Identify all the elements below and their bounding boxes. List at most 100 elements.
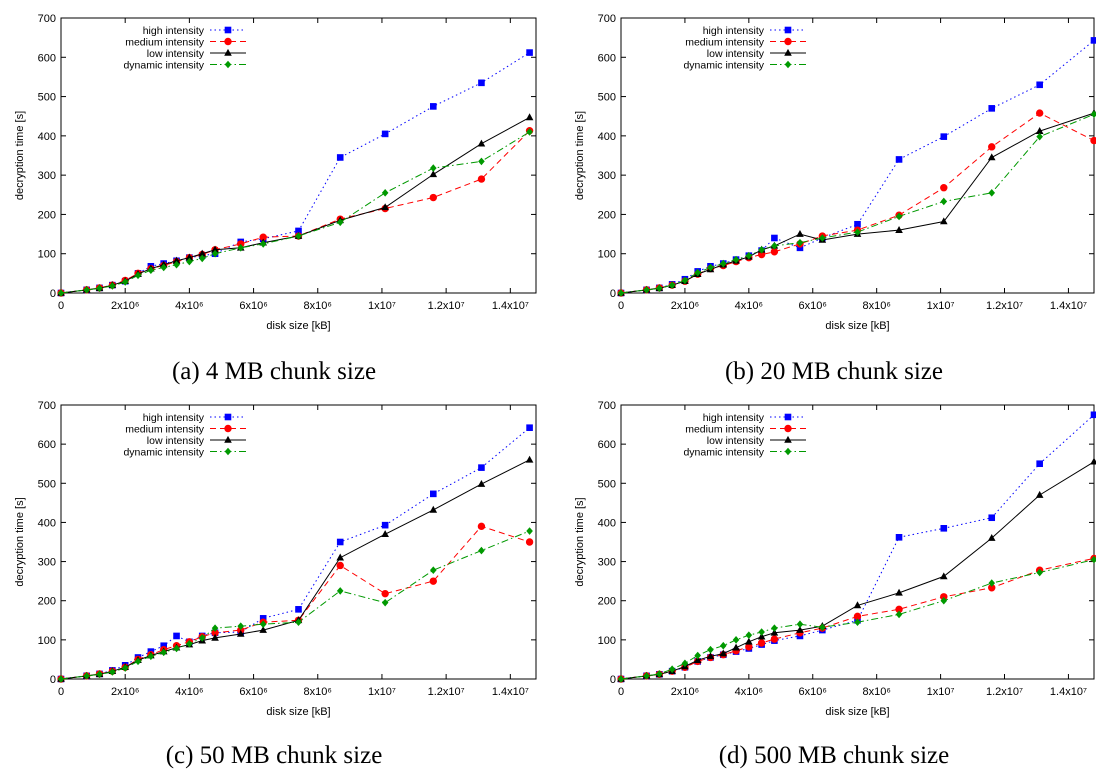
y-tick-label: 500 xyxy=(38,478,56,490)
caption-a: (a) 4 MB chunk size xyxy=(171,358,377,385)
series-line xyxy=(60,525,530,680)
y-tick-label: 100 xyxy=(38,249,56,261)
data-point xyxy=(757,250,766,259)
x-tick-label: 2x10⁶ xyxy=(111,686,139,698)
legend-label: dynamic intensity xyxy=(123,60,204,72)
x-tick-label: 1.4x10⁷ xyxy=(492,686,529,698)
data-point xyxy=(707,645,714,654)
y-tick-label: 100 xyxy=(38,635,56,647)
y-tick-label: 600 xyxy=(598,439,616,451)
data-point xyxy=(336,561,344,570)
series-dynamic xyxy=(617,110,1096,297)
data-point xyxy=(381,130,389,138)
x-tick-label: 1.2x10⁷ xyxy=(986,300,1023,312)
y-tick-label: 400 xyxy=(38,131,56,143)
data-point xyxy=(186,257,193,266)
data-point xyxy=(745,643,753,651)
series-low xyxy=(617,108,1096,296)
data-point xyxy=(198,634,206,642)
data-point xyxy=(429,505,438,513)
legend-label: dynamic intensity xyxy=(683,60,764,72)
data-point xyxy=(336,587,344,595)
data-point xyxy=(478,79,485,87)
x-tick-label: 1.4x10⁷ xyxy=(1050,300,1087,312)
series-medium xyxy=(617,109,1096,297)
data-point xyxy=(707,263,714,272)
data-point xyxy=(173,644,180,653)
data-point xyxy=(656,670,663,678)
series-low xyxy=(57,455,534,682)
data-point xyxy=(295,618,302,627)
data-point xyxy=(719,259,727,268)
series-medium xyxy=(57,127,534,297)
data-point xyxy=(134,271,142,280)
y-tick-label: 500 xyxy=(38,92,56,104)
x-tick-label: 4x10⁶ xyxy=(175,686,203,698)
data-point xyxy=(643,286,650,294)
series-medium xyxy=(617,554,1096,683)
x-tick-label: 4x10⁶ xyxy=(735,686,763,698)
data-point xyxy=(745,251,753,260)
series-dynamic xyxy=(57,527,533,683)
data-point xyxy=(1036,568,1043,577)
plot-frame xyxy=(60,17,537,294)
data-point xyxy=(173,260,180,269)
x-tick-label: 6x10⁶ xyxy=(239,300,267,312)
data-point xyxy=(757,639,766,647)
legend-label: high intensity xyxy=(703,412,765,424)
data-point xyxy=(770,635,779,643)
legend-label: dynamic intensity xyxy=(683,447,764,459)
data-point xyxy=(186,639,193,648)
data-point xyxy=(940,525,948,532)
data-point xyxy=(160,642,168,650)
x-tick-label: 1.2x10⁷ xyxy=(428,300,465,312)
data-point xyxy=(771,242,778,250)
data-point xyxy=(477,479,486,487)
data-point xyxy=(477,522,486,531)
x-tick-label: 1x10⁷ xyxy=(927,300,955,312)
series-medium xyxy=(57,522,534,683)
series-high xyxy=(617,37,1096,297)
data-point xyxy=(819,623,826,632)
y-tick-label: 700 xyxy=(38,400,56,412)
data-point xyxy=(109,668,116,676)
data-point xyxy=(526,527,533,535)
y-tick-label: 200 xyxy=(38,209,56,221)
x-tick-label: 0 xyxy=(58,686,64,698)
data-point xyxy=(895,212,903,221)
caption-c: (c) 50 MB chunk size xyxy=(165,742,383,769)
data-point xyxy=(940,197,948,206)
data-point xyxy=(429,490,437,498)
legend-marker xyxy=(224,424,232,433)
data-point xyxy=(109,282,116,290)
series-line xyxy=(60,530,530,680)
plot-frame xyxy=(60,404,537,680)
x-tick-label: 8x10⁶ xyxy=(304,686,332,698)
series-line xyxy=(620,113,1095,294)
x-tick-label: 4x10⁶ xyxy=(175,300,203,312)
data-point xyxy=(259,625,267,633)
x-tick-label: 1x10⁷ xyxy=(368,300,396,312)
data-point xyxy=(719,649,728,657)
series-dynamic xyxy=(57,128,533,297)
x-tick-label: 1x10⁷ xyxy=(927,686,955,698)
legend-marker xyxy=(224,413,232,421)
data-point xyxy=(237,622,245,630)
data-point xyxy=(988,105,996,112)
x-tick-label: 1.4x10⁷ xyxy=(492,300,529,312)
data-point xyxy=(478,464,485,471)
data-point xyxy=(121,278,129,286)
y-tick-label: 0 xyxy=(50,288,56,300)
data-point xyxy=(429,103,437,110)
y-axis-label: decryption time [s] xyxy=(14,111,26,200)
series-high xyxy=(57,424,533,683)
y-tick-label: 500 xyxy=(598,92,616,104)
data-point xyxy=(694,651,702,660)
data-point xyxy=(987,153,996,161)
data-point xyxy=(1035,109,1044,117)
data-point xyxy=(336,538,344,546)
series-low xyxy=(617,457,1096,682)
legend-label: high intensity xyxy=(143,412,205,424)
legend-label: low intensity xyxy=(707,48,765,60)
